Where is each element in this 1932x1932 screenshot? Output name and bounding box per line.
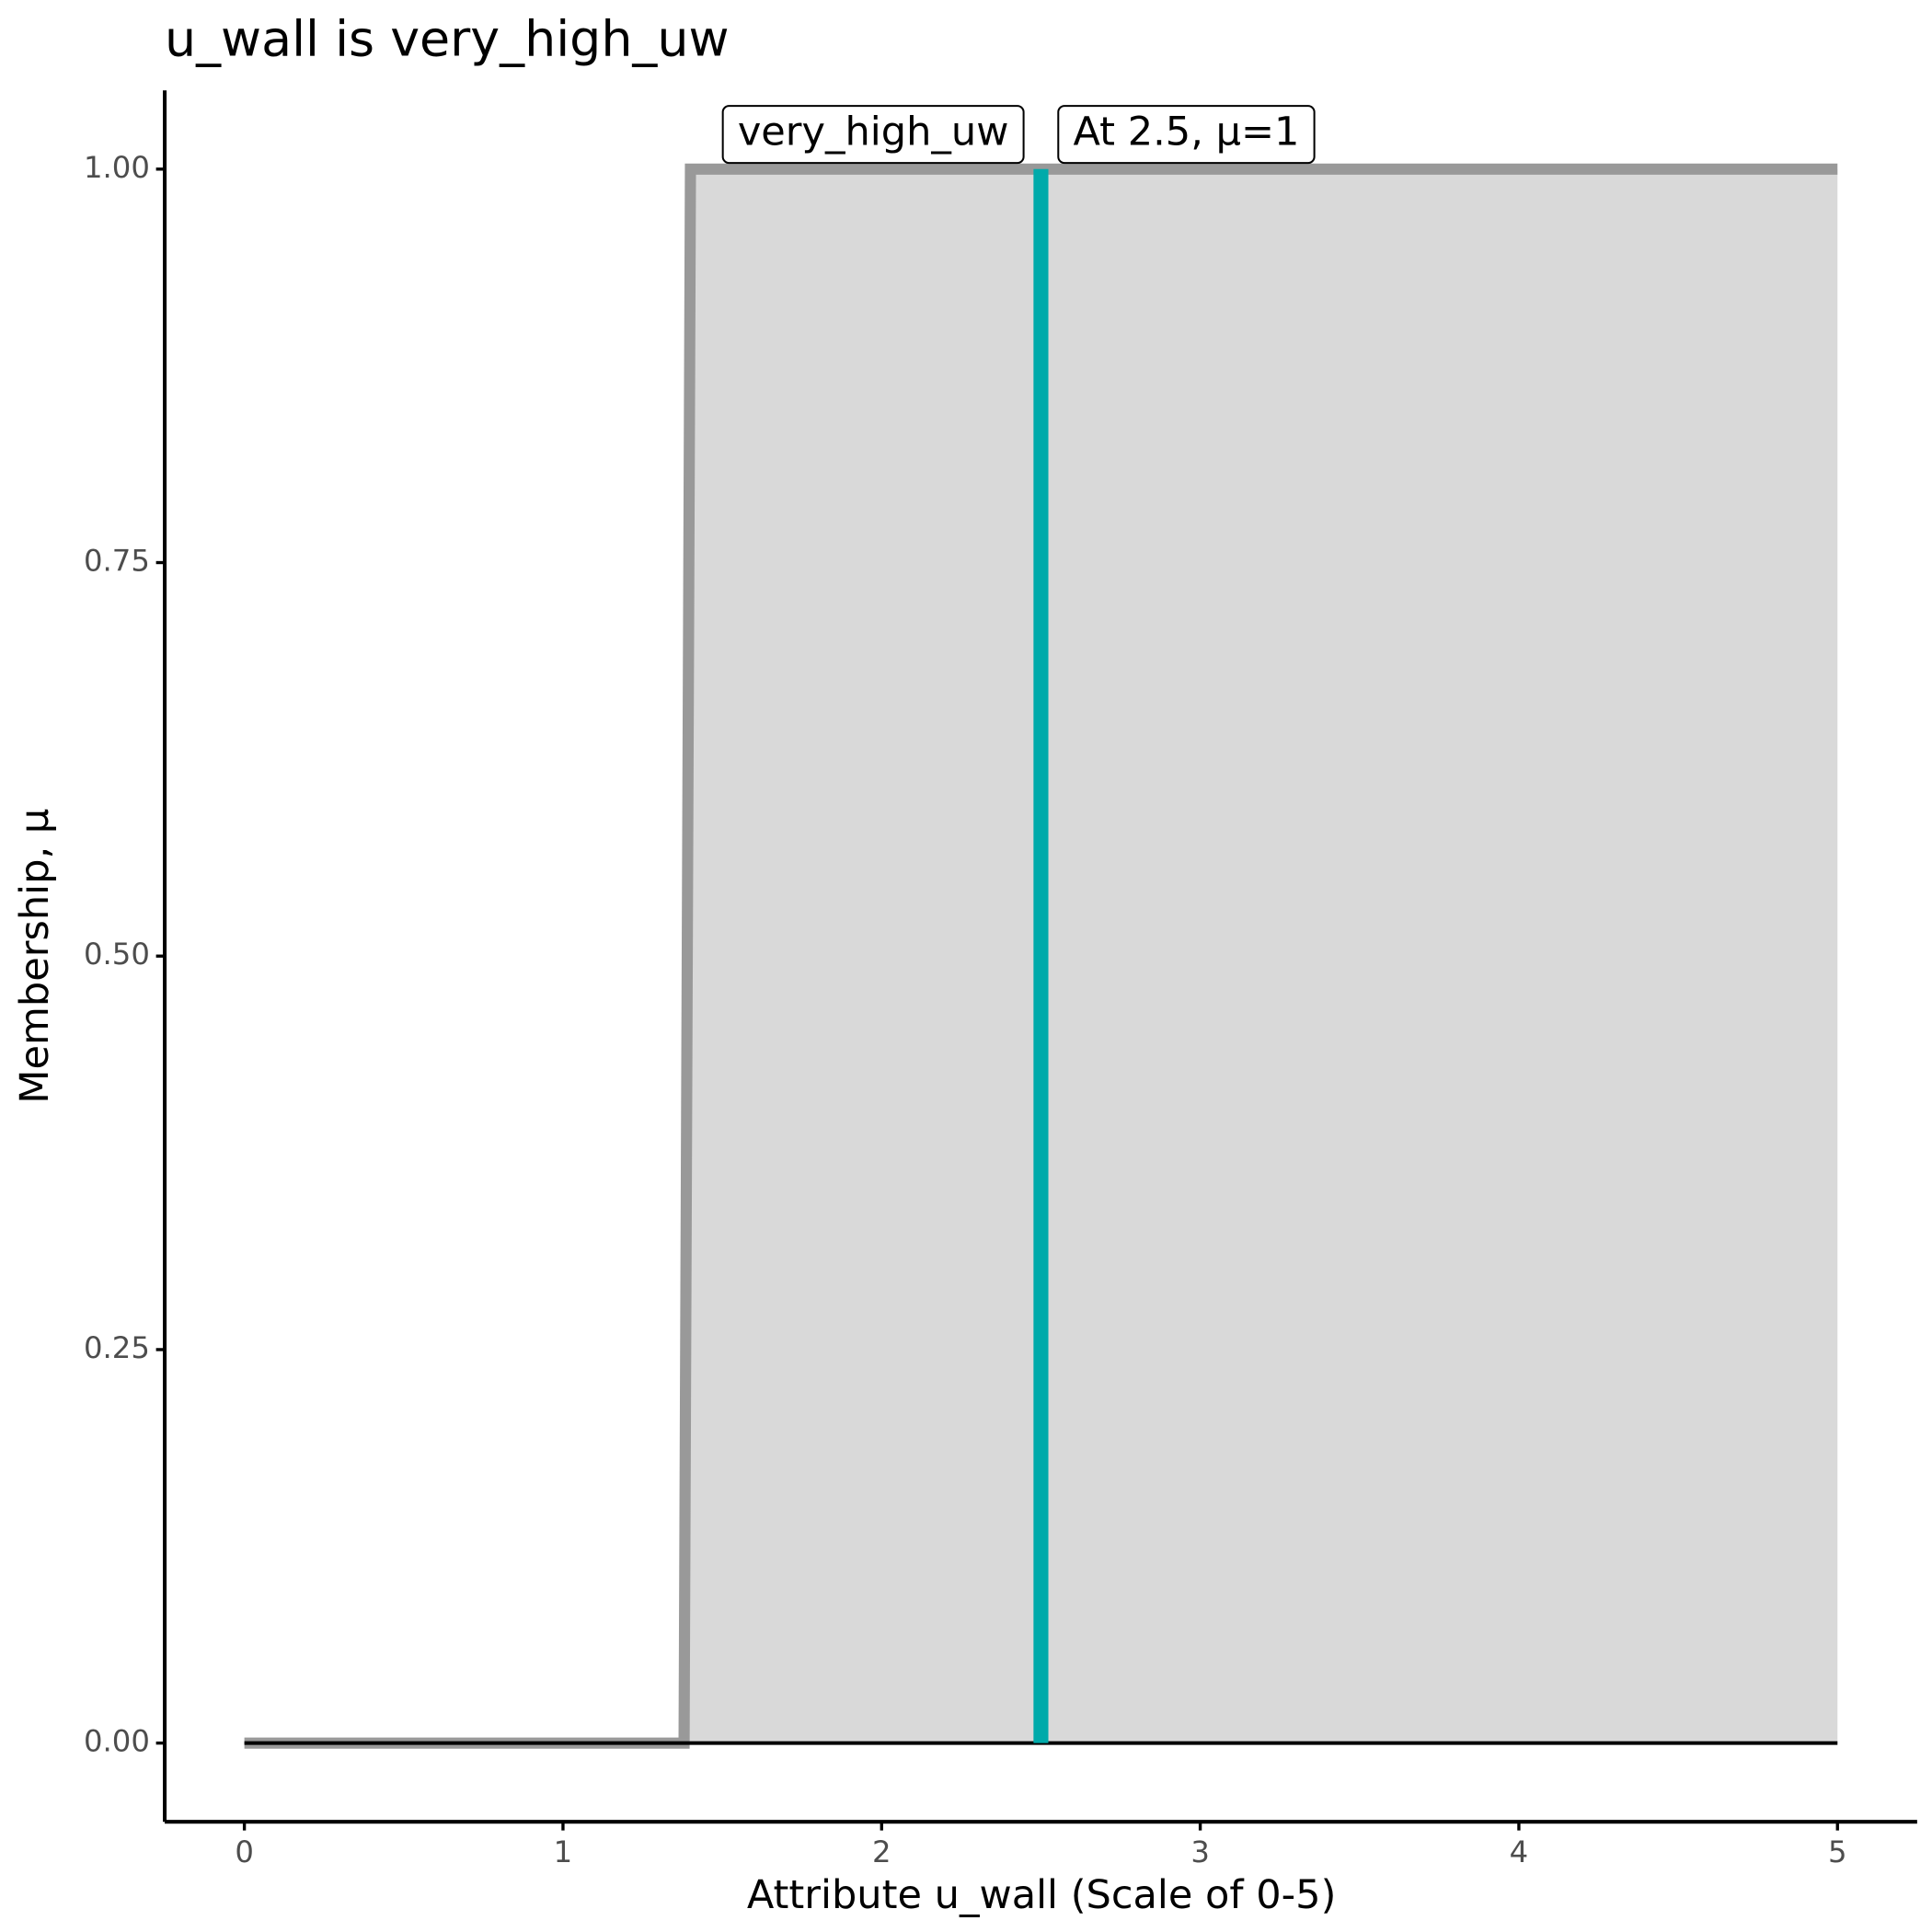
chart-title: u_wall is very_high_uw — [165, 9, 729, 67]
x-tick-label: 5 — [1828, 1834, 1847, 1869]
y-tick-label: 0.25 — [84, 1330, 150, 1365]
y-tick-label: 0.00 — [84, 1724, 150, 1759]
annotation-label: At 2.5, μ=1 — [1073, 109, 1299, 155]
x-tick-label: 3 — [1190, 1834, 1210, 1869]
x-tick-label: 2 — [872, 1834, 891, 1869]
y-tick-label: 0.75 — [84, 544, 150, 579]
x-tick-label: 1 — [554, 1834, 573, 1869]
x-axis-title: Attribute u_wall (Scale of 0-5) — [747, 1872, 1337, 1918]
y-tick-label: 1.00 — [84, 150, 150, 185]
annotation-label: very_high_uw — [738, 109, 1009, 155]
y-tick-label: 0.50 — [84, 937, 150, 972]
annotation-box — [1057, 105, 1316, 165]
y-axis-title: Membership, μ — [12, 809, 58, 1104]
x-tick-label: 4 — [1510, 1834, 1529, 1869]
x-tick-label: 0 — [235, 1834, 254, 1869]
annotation-box — [721, 105, 1025, 165]
